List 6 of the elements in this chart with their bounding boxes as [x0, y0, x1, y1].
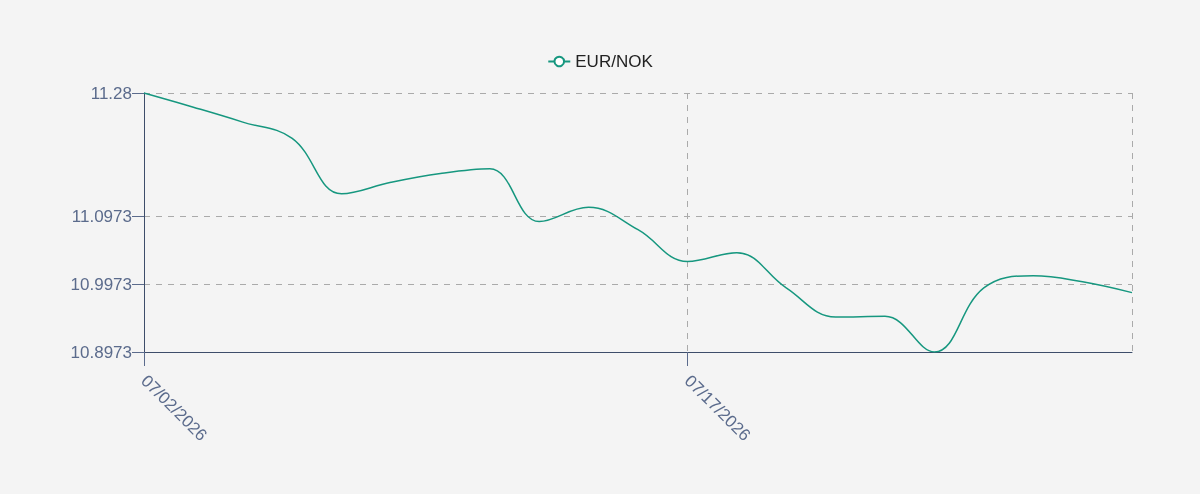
- y-tick-label: 11.28: [90, 83, 132, 103]
- y-tick-label: 11.0973: [71, 207, 132, 227]
- legend-label: EUR/NOK: [575, 52, 654, 71]
- y-tick-label: 10.8973: [70, 342, 132, 362]
- y-tick-label: 10.9973: [70, 274, 132, 294]
- line-series: [143, 92, 1133, 353]
